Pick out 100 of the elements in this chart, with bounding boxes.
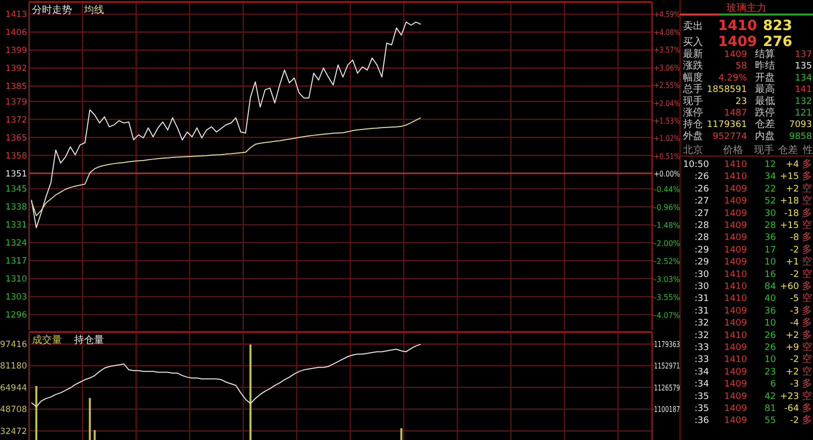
y2-tick-label: 1179363 (654, 340, 690, 349)
text: 121 (794, 108, 812, 118)
y-tick-label: 1331 (5, 220, 27, 231)
text: -3 (790, 306, 799, 316)
text: 多 (802, 414, 812, 426)
text: 空 (802, 219, 812, 231)
y-tick-label: 1345 (5, 184, 27, 195)
text: 30 (764, 208, 776, 219)
text: 135 (794, 62, 812, 72)
legend: 分时走势 均线 (32, 5, 104, 16)
text: +15 (780, 221, 799, 231)
text: 空 (802, 268, 812, 280)
text: :32 (694, 318, 709, 329)
line-series (30, 22, 422, 228)
text: 1409 (724, 208, 748, 219)
text: 36 (764, 306, 776, 316)
text: 空 (802, 365, 812, 378)
text: 23 (736, 96, 747, 107)
text: 空 (802, 182, 812, 194)
y-tick-label: 1385 (5, 82, 27, 92)
text: 1409 (724, 392, 748, 402)
y-tick-label: 1317 (5, 256, 27, 267)
text: 823 (763, 18, 792, 34)
y-tick-label: 1310 (5, 274, 27, 285)
text: :28 (694, 221, 710, 231)
y2-tick-label: -1.48% (654, 221, 682, 230)
y-tick-label: 81180 (0, 362, 28, 372)
text: 买入 (683, 36, 703, 48)
y-tick-label: 1372 (5, 115, 27, 126)
text: 26 (764, 343, 776, 353)
text: 总手 (682, 83, 703, 96)
text: 仓差 (778, 144, 798, 156)
text: 1409 (724, 184, 748, 194)
text: 58 (736, 62, 748, 72)
text: 1409 (724, 367, 748, 378)
text: :26 (694, 172, 710, 182)
y-tick-label: 1379 (5, 97, 27, 108)
text: 1409 (724, 306, 748, 316)
text: 1487 (724, 108, 747, 118)
text: 1409 (724, 404, 748, 414)
y-tick-label: 1365 (5, 133, 27, 144)
text: 仓差 (755, 118, 775, 130)
text: 1410 (724, 294, 748, 304)
text: 132 (794, 96, 812, 107)
text: 952774 (712, 132, 748, 142)
text: 多 (802, 316, 812, 329)
text: :36 (694, 416, 710, 426)
text: 1409 (724, 245, 748, 256)
text: :34 (694, 380, 710, 390)
text: 空 (802, 341, 812, 353)
text: 36 (764, 233, 776, 244)
y2-tick-label: -2.00% (654, 239, 682, 248)
text: 1858591 (706, 85, 747, 96)
text: 1409 (724, 343, 748, 353)
y-tick-label: 1296 (5, 310, 27, 321)
text: 1409 (724, 221, 748, 231)
text: 17 (764, 245, 776, 256)
text: 40 (764, 294, 776, 304)
y2-tick-label: +0.00% (654, 170, 686, 179)
text: 4.29% (718, 73, 748, 84)
y-tick-label: 1358 (5, 151, 27, 162)
text: 涨停 (683, 106, 703, 118)
text: 现手 (754, 144, 774, 156)
legend: 成交量 持仓量 (32, 335, 104, 346)
text: :33 (694, 355, 709, 366)
text: +60 (780, 282, 800, 292)
text: :33 (694, 343, 709, 353)
text: 玻璃主力 (726, 2, 766, 14)
text: 结算 (755, 48, 775, 60)
text: 1409 (724, 318, 748, 329)
text: 1409 (724, 50, 748, 60)
text: 141 (794, 85, 812, 96)
text: 多 (802, 328, 812, 341)
text: 1409 (724, 258, 748, 268)
text: -4 (790, 318, 800, 329)
text: 多 (802, 304, 812, 316)
text: 1409 (724, 380, 748, 390)
text: 55 (764, 416, 776, 426)
text: 多 (802, 170, 812, 182)
y-tick-label: 1303 (5, 292, 27, 303)
text: :31 (694, 294, 709, 304)
y-tick-label: 97416 (0, 340, 28, 350)
text: 空 (802, 292, 812, 304)
text: 多 (802, 158, 812, 170)
text: :29 (694, 258, 710, 268)
text: 1409 (724, 233, 748, 244)
y2-tick-label: 1126579 (654, 383, 690, 392)
text: -8 (790, 233, 800, 244)
text: 1410 (724, 282, 748, 292)
y-tick-label: 1406 (5, 28, 27, 38)
text: 84 (764, 282, 776, 292)
text: -18 (784, 208, 800, 219)
text: :29 (694, 245, 710, 256)
text: 内盘 (755, 130, 775, 142)
y2-tick-label: 1100187 (654, 405, 690, 414)
text: 空 (802, 256, 812, 268)
text: 1179361 (706, 120, 747, 130)
y-tick-label: 1338 (5, 202, 27, 213)
y2-tick-label: -3.55% (654, 292, 682, 302)
text: :30 (694, 282, 710, 292)
